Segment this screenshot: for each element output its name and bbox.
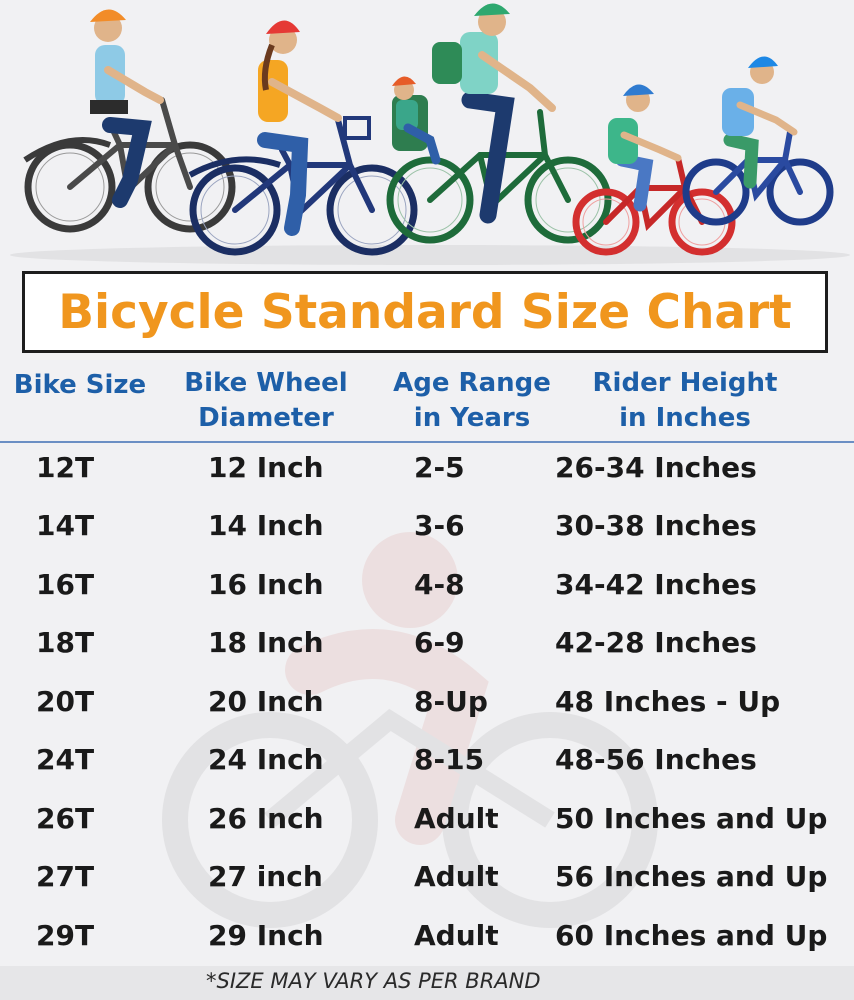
cyclist-watermark-icon <box>162 532 658 928</box>
rider-4-icon <box>608 84 682 212</box>
header-wheel-diameter: Bike Wheel Diameter <box>178 366 354 436</box>
cell-bike-size: 29T <box>36 919 95 952</box>
cell-age-range: 6-9 <box>414 626 465 659</box>
cell-bike-size: 20T <box>36 685 95 718</box>
cell-age-range: 8-15 <box>414 743 485 776</box>
cell-bike-size: 26T <box>36 802 95 835</box>
navy-bike-icon <box>188 116 418 256</box>
rider-2-icon <box>257 20 342 236</box>
family-cyclists-illustration <box>10 3 850 265</box>
cell-wheel-diameter: 26 Inch <box>208 802 324 835</box>
header-wheel-diameter-line2: Diameter <box>198 403 334 433</box>
cell-bike-size: 12T <box>36 451 95 484</box>
table-row: 12T 12 Inch 2-5 26-34 Inches <box>0 448 854 506</box>
cell-bike-size: 24T <box>36 743 95 776</box>
header-bike-size: Bike Size <box>6 368 154 403</box>
cell-rider-height: 48 Inches - Up <box>555 685 781 718</box>
footnote: *SIZE MAY VARY AS PER BRAND <box>206 969 541 993</box>
table-row: 26T 26 Inch Adult 50 Inches and Up <box>0 799 854 857</box>
cell-rider-height: 50 Inches and Up <box>555 802 828 835</box>
cell-age-range: 2-5 <box>414 451 465 484</box>
rider-1-icon <box>90 9 164 208</box>
cell-wheel-diameter: 27 inch <box>208 860 323 893</box>
cell-rider-height: 48-56 Inches <box>555 743 757 776</box>
header-rider-height-line1: Rider Height <box>592 368 778 398</box>
header-rider-height-line2: in Inches <box>619 403 751 433</box>
cell-rider-height: 34-42 Inches <box>555 568 757 601</box>
header-rider-height: Rider Height in Inches <box>580 366 790 436</box>
table-row: 14T 14 Inch 3-6 30-38 Inches <box>0 506 854 564</box>
page-title: Bicycle Standard Size Chart <box>58 284 792 340</box>
cell-rider-height: 60 Inches and Up <box>555 919 828 952</box>
cell-wheel-diameter: 12 Inch <box>208 451 324 484</box>
cell-wheel-diameter: 14 Inch <box>208 509 324 542</box>
cell-age-range: Adult <box>414 919 499 952</box>
rider-3-icon <box>432 3 556 224</box>
cell-rider-height: 30-38 Inches <box>555 509 757 542</box>
header-age-range-line1: Age Range <box>393 368 551 398</box>
cell-wheel-diameter: 24 Inch <box>208 743 324 776</box>
table-row: 29T 29 Inch Adult 60 Inches and Up <box>0 916 854 974</box>
cell-bike-size: 14T <box>36 509 95 542</box>
table-row: 18T 18 Inch 6-9 42-28 Inches <box>0 623 854 681</box>
table-header: Bike Size Bike Wheel Diameter Age Range … <box>0 362 854 440</box>
header-age-range-line2: in Years <box>413 403 531 433</box>
child-passenger-icon <box>392 76 441 165</box>
header-divider <box>0 441 854 443</box>
cell-bike-size: 27T <box>36 860 95 893</box>
cell-bike-size: 16T <box>36 568 95 601</box>
header-bike-size-label: Bike Size <box>13 370 147 400</box>
footnote-bar <box>0 966 854 1000</box>
cell-age-range: 3-6 <box>414 509 465 542</box>
title-box: Bicycle Standard Size Chart <box>22 271 828 353</box>
cell-wheel-diameter: 20 Inch <box>208 685 324 718</box>
table-row: 20T 20 Inch 8-Up 48 Inches - Up <box>0 682 854 740</box>
header-age-range: Age Range in Years <box>384 366 560 436</box>
cell-age-range: 8-Up <box>414 685 488 718</box>
header-wheel-diameter-line1: Bike Wheel <box>184 368 348 398</box>
rider-5-icon <box>722 56 798 189</box>
cell-rider-height: 42-28 Inches <box>555 626 757 659</box>
table-row: 27T 27 inch Adult 56 Inches and Up <box>0 857 854 915</box>
cell-age-range: 4-8 <box>414 568 465 601</box>
cell-wheel-diameter: 18 Inch <box>208 626 324 659</box>
cell-wheel-diameter: 16 Inch <box>208 568 324 601</box>
cell-rider-height: 26-34 Inches <box>555 451 757 484</box>
cell-age-range: Adult <box>414 860 499 893</box>
cell-wheel-diameter: 29 Inch <box>208 919 324 952</box>
table-row: 24T 24 Inch 8-15 48-56 Inches <box>0 740 854 798</box>
cell-bike-size: 18T <box>36 626 95 659</box>
cell-age-range: Adult <box>414 802 499 835</box>
cell-rider-height: 56 Inches and Up <box>555 860 828 893</box>
table-row: 16T 16 Inch 4-8 34-42 Inches <box>0 565 854 623</box>
